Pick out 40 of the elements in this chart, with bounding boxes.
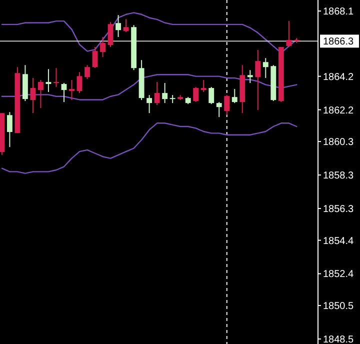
candlestick (193, 86, 199, 103)
candlestick (216, 102, 222, 118)
candlestick (100, 36, 106, 58)
y-tick-label: 1858.3 (323, 170, 354, 182)
candlestick (84, 64, 90, 80)
candlestick (108, 22, 114, 48)
y-tick-label: 1852.4 (323, 269, 354, 280)
ref-line-label: 1866.3 (323, 36, 354, 48)
line-series (1, 74, 298, 100)
candlestick (38, 79, 44, 109)
candlestick (6, 112, 12, 148)
candlestick (224, 94, 230, 116)
candlestick (247, 70, 253, 84)
candlestick (162, 82, 168, 104)
candlestick (116, 14, 121, 38)
candlestick (61, 82, 67, 103)
y-tick-label: 1854.4 (323, 236, 354, 247)
y-tick-label: 1856.3 (323, 204, 354, 215)
candlestick (208, 86, 214, 105)
candlestick (255, 50, 261, 111)
y-tick-label: 1864.2 (323, 72, 354, 83)
candlestick (30, 77, 36, 114)
candlestick (262, 58, 268, 78)
candlestick (92, 46, 98, 68)
y-tick-label: 1860.3 (323, 137, 354, 148)
candlestick (46, 68, 52, 93)
y-tick-label: 1848.5 (323, 334, 354, 344)
candlestick (69, 79, 74, 101)
candlestick (200, 79, 206, 93)
candlestick (232, 88, 238, 104)
line-series (1, 122, 298, 174)
candlestick (286, 20, 292, 48)
y-tick-label: 1868.1 (323, 6, 354, 18)
candlestick (76, 72, 82, 94)
y-tick-label: 1862.2 (323, 105, 354, 116)
y-tick-label: 1850.5 (323, 301, 354, 312)
candlestick (146, 94, 152, 114)
candlestick (154, 81, 160, 106)
candlestick (123, 18, 129, 33)
candlestick (54, 68, 59, 88)
